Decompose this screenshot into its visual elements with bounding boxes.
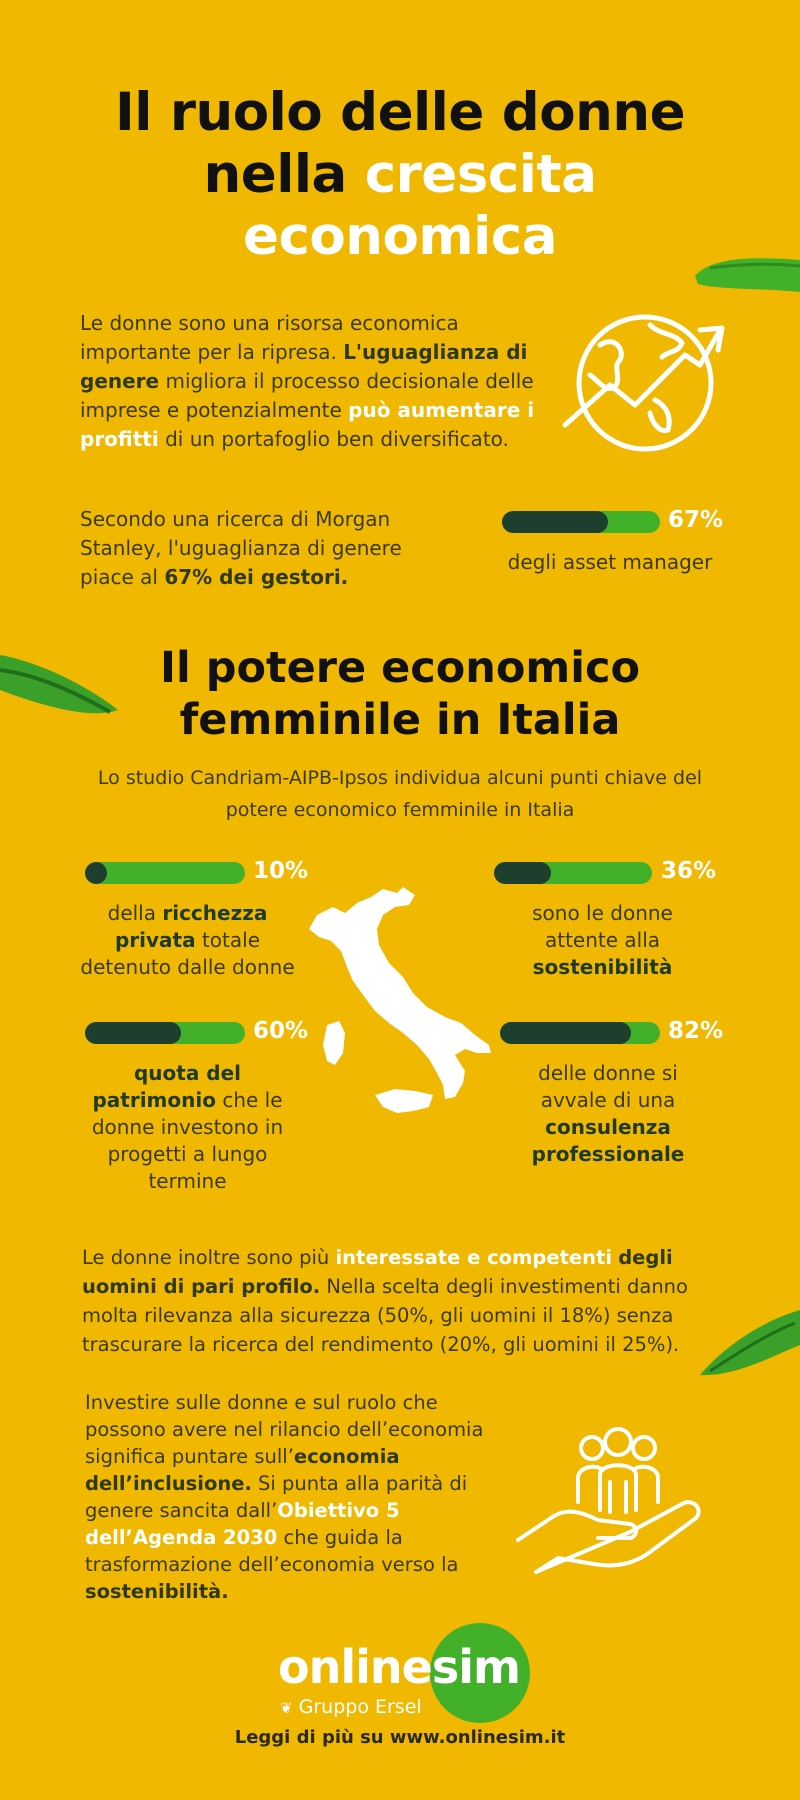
percent-asset-managers: 67% — [668, 507, 724, 533]
logo-group-text: Gruppo Ersel — [298, 1696, 422, 1718]
page-title: Il ruolo delle donne nella crescita econ… — [40, 82, 760, 268]
stat-1-bold: ricchezza privata — [114, 901, 268, 952]
comparison-paragraph: Le donne inoltre sono più interessate e … — [82, 1243, 722, 1359]
intro-paragraph: Le donne sono una risorsa economica impo… — [80, 309, 545, 454]
progress-fill-private-wealth — [85, 862, 108, 884]
para4-bold-1: economia dell’inclusione. — [85, 1445, 400, 1495]
stat-3-post: che le donne investono in progetti a lun… — [91, 1088, 284, 1193]
percent-private-wealth: 10% — [253, 858, 309, 884]
logo-circle — [430, 1623, 530, 1723]
progress-bar-private-wealth — [85, 862, 245, 884]
intro-bold-1: L'uguaglianza di genere — [80, 340, 528, 393]
intro-text-1: Le donne sono una risorsa economica impo… — [80, 311, 459, 364]
intro-text-3: di un portafoglio ben diversificato. — [158, 427, 509, 451]
stat-long-term-text: quota del patrimonio che le donne invest… — [85, 1060, 290, 1195]
stat-3-bold: quota del patrimonio — [92, 1061, 242, 1112]
green-brush-stroke-top-right — [695, 258, 800, 292]
progress-fill-long-term — [85, 1022, 181, 1044]
stat-private-wealth-text: della ricchezza privata totale detenuto … — [70, 900, 305, 981]
para4-bold-2: sostenibilità. — [85, 1580, 229, 1603]
percent-advisory: 82% — [668, 1018, 724, 1044]
inclusion-paragraph: Investire sulle donne e sul ruolo che po… — [85, 1389, 505, 1605]
progress-fill-asset-managers — [502, 511, 608, 533]
onlinesim-logo[interactable]: onlinesim — [278, 1640, 538, 1694]
section-subtitle: Lo studio Candriam-AIPB-Ipsos individua … — [97, 767, 703, 821]
footer-link[interactable]: Leggi di più su www.onlinesim.it — [234, 1727, 566, 1748]
percent-long-term: 60% — [253, 1018, 309, 1044]
logo-sim-text: sim — [431, 1640, 521, 1694]
leaf-icon: ❦ — [280, 1699, 293, 1717]
hand-people-icon — [516, 1427, 701, 1574]
para3-text-1: Le donne inoltre sono più — [82, 1246, 336, 1269]
green-brush-stroke-left — [0, 655, 118, 714]
progress-fill-sustainability — [494, 862, 551, 884]
morgan-text: Secondo una ricerca di Morgan Stanley, l… — [80, 507, 402, 589]
stat-2-pre: sono le donne attente alla — [532, 901, 673, 952]
progress-bar-asset-managers — [502, 511, 660, 533]
stat-advisory-text: delle donne si avvale di una consulenza … — [518, 1060, 698, 1168]
stat-1-pre: della — [107, 901, 163, 925]
italy-map-icon — [309, 887, 491, 1113]
stat-4-pre: delle donne si avvale di una — [538, 1061, 678, 1112]
section-title-line-2: femminile in Italia — [179, 695, 621, 745]
caption-asset-managers: degli asset manager — [507, 550, 713, 574]
stat-1-post: totale detenuto dalle donne — [80, 928, 295, 979]
morgan-stanley-paragraph: Secondo una ricerca di Morgan Stanley, l… — [80, 505, 460, 592]
title-line-2-light: crescita — [364, 144, 597, 205]
progress-bar-advisory — [500, 1022, 660, 1044]
title-line-3: economica — [243, 206, 558, 267]
stat-4-bold: consulenza professionale — [531, 1115, 685, 1166]
globe-growth-icon — [562, 314, 725, 452]
morgan-bold: 67% dei gestori. — [164, 565, 349, 589]
intro-highlight-1: può aumentare i profitti — [80, 398, 535, 451]
green-brush-stroke-mid-right — [700, 1310, 800, 1376]
para4-text-2: Si punta alla parità di genere sancita d… — [85, 1472, 468, 1522]
stat-sustainability-text: sono le donne attente alla sostenibilità — [510, 900, 695, 981]
para3-bold: degli uomini di pari profilo. — [82, 1246, 673, 1298]
progress-bar-sustainability — [494, 862, 652, 884]
para3-text-3: Nella scelta degli investimenti danno mo… — [82, 1275, 688, 1356]
progress-bar-long-term — [85, 1022, 245, 1044]
title-line-2-dark: nella — [203, 144, 365, 205]
progress-fill-advisory — [500, 1022, 632, 1044]
logo-online-text: online — [278, 1640, 433, 1694]
para4-highlight: Obiettivo 5 dell’Agenda 2030 — [85, 1499, 400, 1549]
intro-text-2: migliora il processo decisionale delle i… — [80, 369, 534, 422]
logo-group-line: ❦ Gruppo Ersel — [280, 1696, 422, 1718]
section-title: Il potere economico femminile in Italia — [40, 642, 760, 746]
para4-text-3: che guida la trasformazione dell’economi… — [85, 1526, 459, 1576]
stat-2-bold: sostenibilità — [532, 955, 673, 979]
para3-highlight: interessate e competenti — [335, 1246, 613, 1269]
percent-sustainability: 36% — [661, 858, 717, 884]
para4-text-1: Investire sulle donne e sul ruolo che po… — [85, 1391, 484, 1468]
section-title-line-1: Il potere economico — [159, 643, 640, 693]
title-line-1: Il ruolo delle donne — [114, 82, 686, 143]
